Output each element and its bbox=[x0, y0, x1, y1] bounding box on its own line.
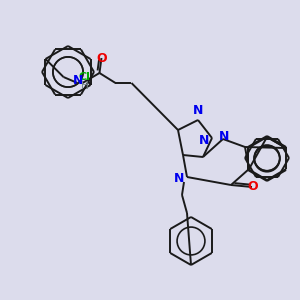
Text: N: N bbox=[193, 104, 203, 118]
Text: N: N bbox=[174, 172, 184, 185]
Text: N: N bbox=[219, 130, 229, 142]
Text: O: O bbox=[96, 52, 107, 65]
Text: N: N bbox=[199, 134, 209, 148]
Text: H: H bbox=[81, 81, 88, 91]
Text: N: N bbox=[73, 74, 84, 88]
Text: O: O bbox=[248, 181, 258, 194]
Text: Cl: Cl bbox=[79, 72, 91, 82]
